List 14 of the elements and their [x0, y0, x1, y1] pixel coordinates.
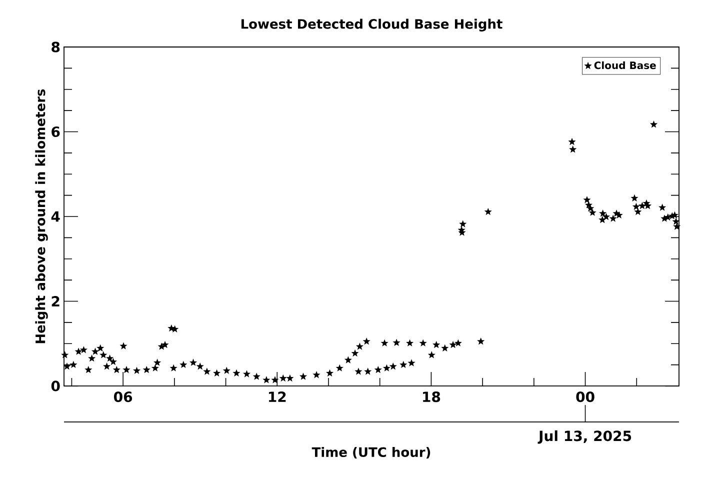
x-tick-label: 00: [576, 392, 594, 402]
y-tick-label: 4: [51, 211, 60, 222]
y-tick-label: 6: [52, 126, 60, 138]
annotation: Jul 13, 2025: [538, 430, 632, 444]
x-tick-label: 12: [268, 392, 286, 402]
y-tick-label: 0: [51, 380, 60, 392]
y-axis-title: Height above ground in kilometers: [35, 89, 48, 344]
legend-label: Cloud Base: [594, 61, 656, 70]
y-tick-label: 8: [52, 42, 60, 52]
x-tick-label: 06: [114, 392, 132, 402]
y-tick-label: 2: [52, 296, 60, 306]
chart-title: Lowest Detected Cloud Base Height: [241, 18, 502, 32]
x-axis-title: Time (UTC hour): [312, 446, 430, 459]
x-tick-label: 18: [423, 392, 440, 402]
